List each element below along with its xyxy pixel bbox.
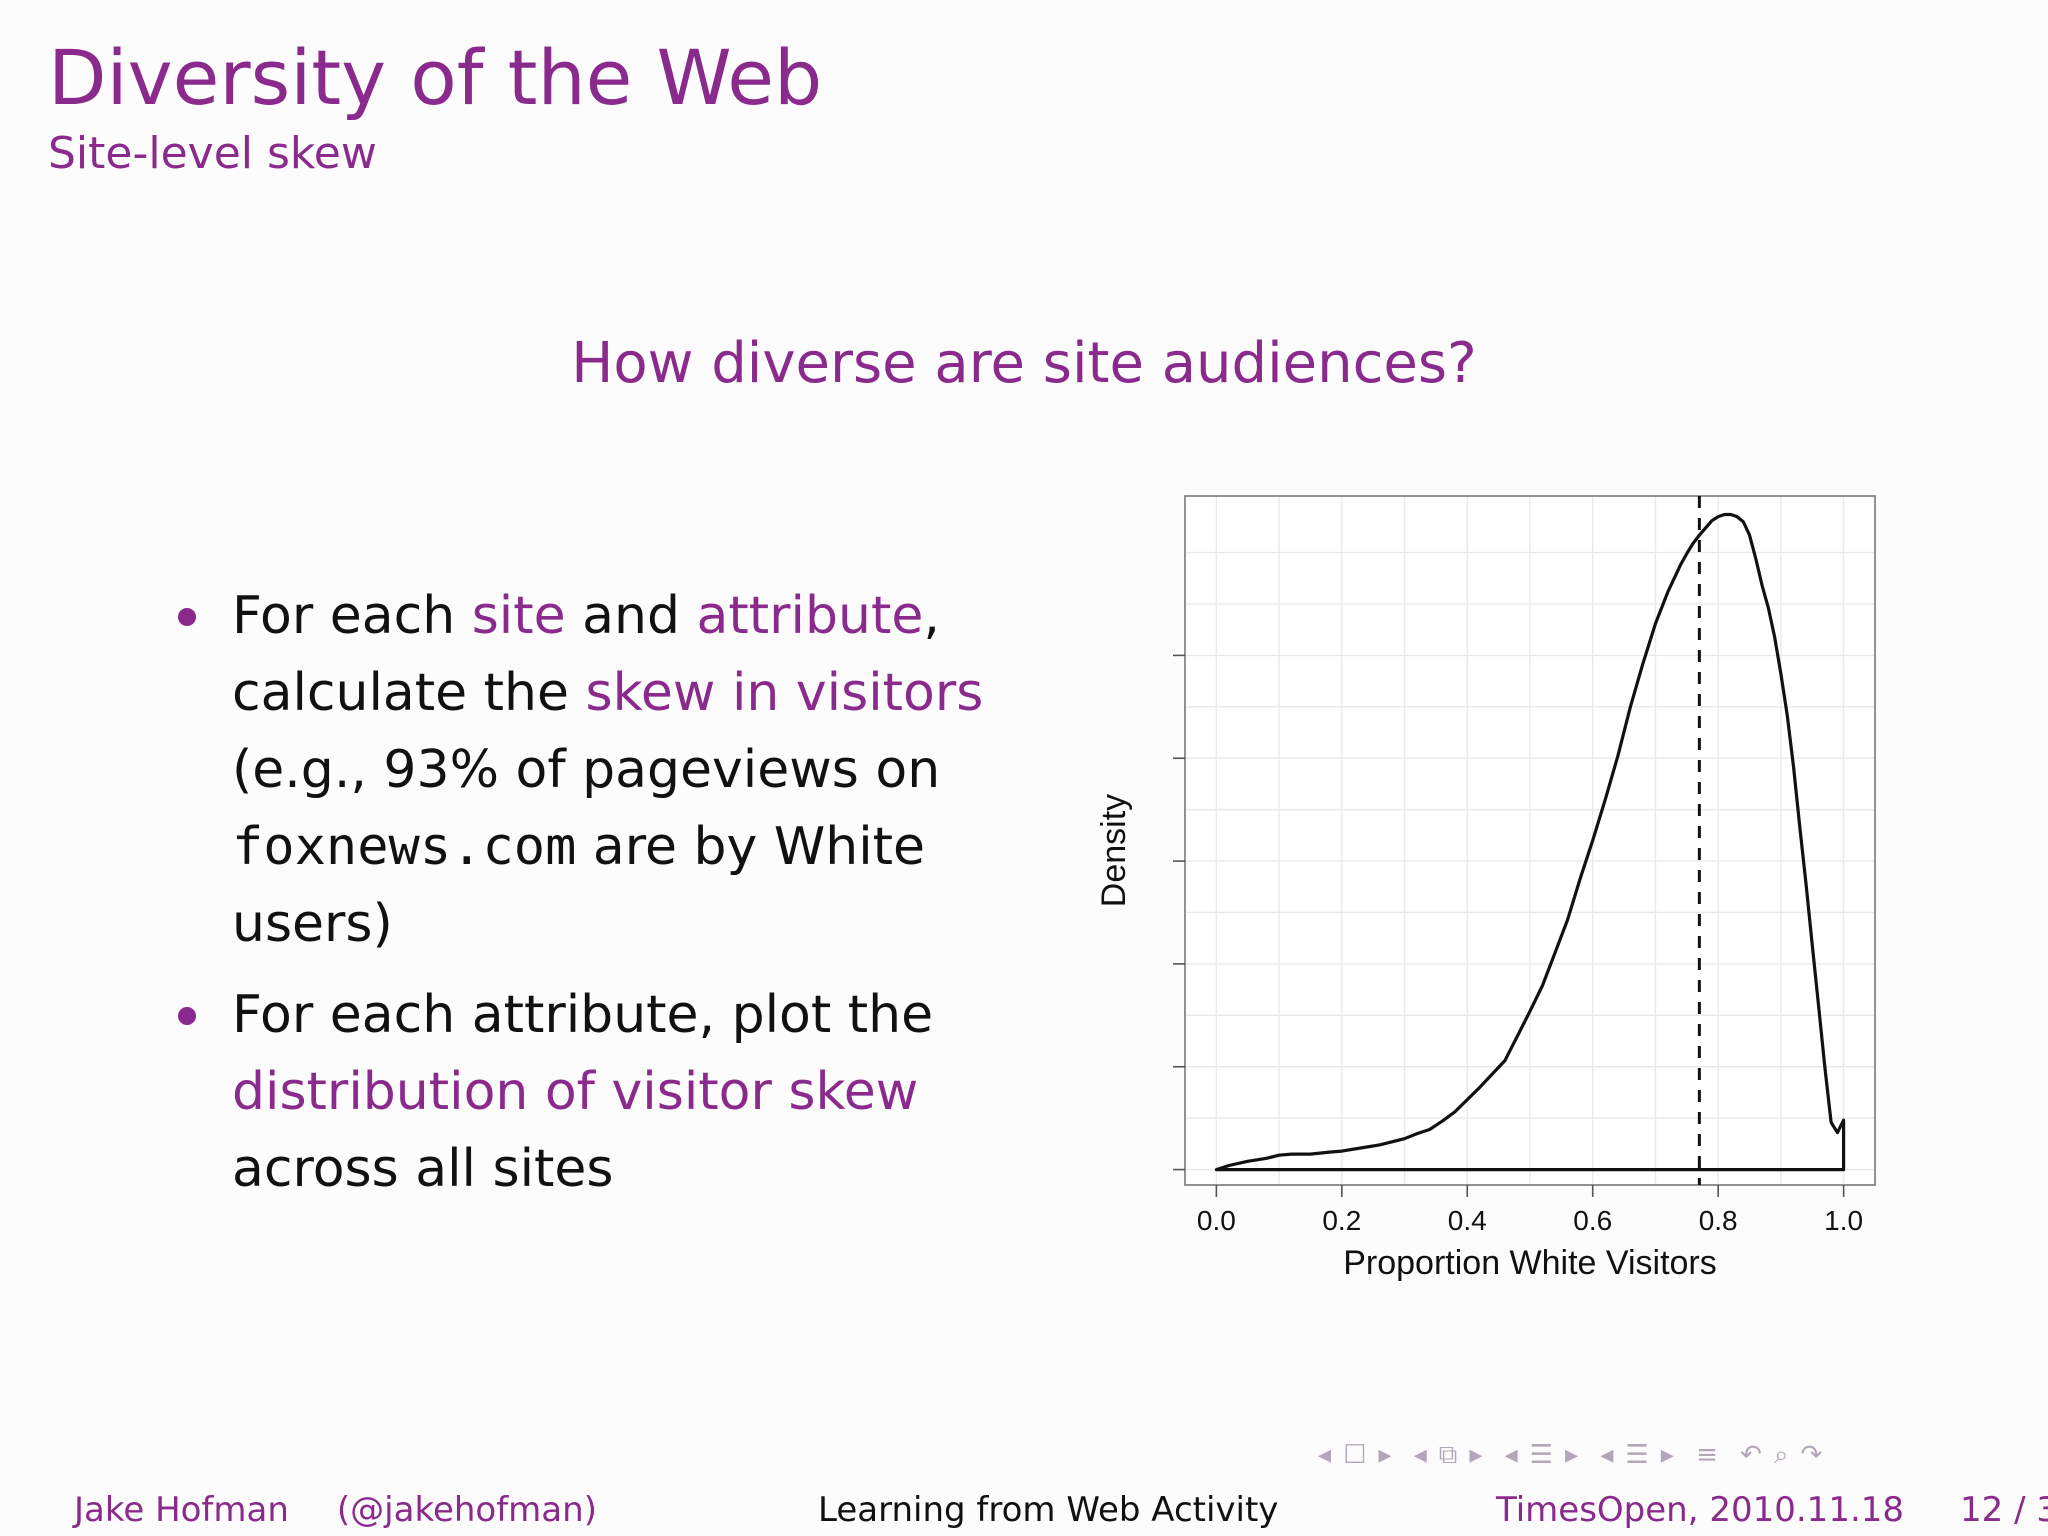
nav-prev-frame-icon[interactable]: ◂: [1318, 1440, 1334, 1470]
highlight-skew: skew in visitors: [585, 663, 984, 723]
bullet-dot-icon: [178, 608, 196, 626]
nav-next-subsection-icon[interactable]: ▸: [1565, 1440, 1581, 1470]
nav-prev-subsection-icon[interactable]: ◂: [1504, 1440, 1520, 1470]
x-tick-label: 0.0: [1197, 1205, 1236, 1236]
density-chart: 0.0 0.2 0.4 0.6 0.8 1.0 Proportion White Visit…: [1095, 495, 1876, 1282]
highlight-site: site: [471, 586, 566, 646]
x-tick-label: 0.2: [1322, 1205, 1361, 1236]
bullet-text: For each site and attribute, calculate t…: [232, 586, 984, 954]
footer-author: Jake Hofman (@jakehofman): [74, 1490, 597, 1530]
nav-prev-section-icon[interactable]: ◂: [1600, 1440, 1616, 1470]
slide-question: How diverse are site audiences?: [571, 331, 1477, 396]
footer-event: TimesOpen, 2010.11.18 12 / 33: [1496, 1490, 2048, 1530]
redo-icon[interactable]: ↷: [1800, 1440, 1825, 1470]
search-icon[interactable]: ⌕: [1773, 1440, 1791, 1470]
bullet-item: For each site and attribute, calculate t…: [168, 578, 1028, 963]
author-handle: (@jakehofman): [336, 1490, 597, 1530]
toc-icon[interactable]: ≡: [1696, 1440, 1720, 1470]
slide-title: Diversity of the Web: [48, 33, 823, 122]
footer-talk-title: Learning from Web Activity: [818, 1490, 1279, 1530]
x-tick-label: 1.0: [1824, 1205, 1863, 1236]
y-axis-label: Density: [1095, 794, 1133, 907]
bullet-text: For each attribute, plot the distributio…: [232, 985, 934, 1199]
plot-frame: [1184, 495, 1876, 1186]
slides-icon[interactable]: ⧉: [1438, 1440, 1460, 1470]
subsection-icon[interactable]: ☰: [1529, 1440, 1556, 1470]
slide-subtitle: Site-level skew: [48, 128, 377, 179]
frame-icon[interactable]: ☐: [1343, 1440, 1369, 1470]
density-curve: [1214, 512, 1846, 1172]
undo-icon[interactable]: ↶: [1740, 1440, 1764, 1470]
highlight-distribution: distribution of visitor skew: [232, 1062, 919, 1122]
x-tick-label: 0.8: [1699, 1205, 1738, 1236]
domain-text: foxnews.com: [232, 817, 577, 877]
nav-next-section-icon[interactable]: ▸: [1660, 1440, 1676, 1470]
bullet-item: For each attribute, plot the distributio…: [168, 977, 1028, 1208]
author-name: Jake Hofman: [74, 1490, 289, 1530]
nav-next-slide-icon[interactable]: ▸: [1469, 1440, 1485, 1470]
x-tick-label: 0.4: [1448, 1205, 1487, 1236]
x-tick-label: 0.6: [1573, 1205, 1612, 1236]
beamer-navigation: ◂ ☐ ▸ ◂ ⧉ ▸ ◂ ☰ ▸ ◂ ☰ ▸ ≡ ↶ ⌕ ↷: [1318, 1440, 1834, 1471]
event-date: TimesOpen, 2010.11.18: [1496, 1490, 1905, 1530]
x-axis-label: Proportion White Visitors: [1343, 1244, 1717, 1282]
highlight-attribute: attribute: [696, 586, 924, 646]
section-icon[interactable]: ☰: [1625, 1440, 1651, 1470]
page-number: 12 / 33: [1960, 1490, 2048, 1530]
bullet-dot-icon: [178, 1007, 196, 1025]
nav-prev-slide-icon[interactable]: ◂: [1413, 1440, 1429, 1470]
bullet-list: For each site and attribute, calculate t…: [168, 578, 1028, 1222]
nav-next-frame-icon[interactable]: ▸: [1378, 1440, 1394, 1470]
